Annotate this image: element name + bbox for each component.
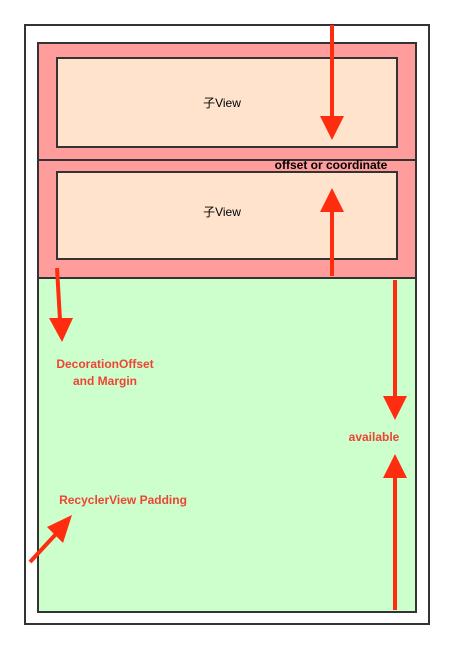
available-label: available: [349, 430, 400, 444]
child-view-1: [56, 57, 398, 148]
child-view-2: [56, 171, 398, 260]
recyclerview-padding-label: RecyclerView Padding: [59, 493, 187, 507]
decoration-margin-label: and Margin: [73, 374, 137, 388]
offset-label: offset or coordinate: [275, 158, 388, 172]
available-arrow-up: [383, 454, 407, 610]
offset-arrow-down: [320, 25, 344, 140]
child-view-1-label: 子View: [203, 96, 241, 110]
decoration-arrow-down: [49, 267, 73, 342]
offset-arrow-up: [320, 188, 344, 276]
decoration-offset-label: DecorationOffset: [56, 357, 153, 371]
child-view-2-label: 子View: [203, 205, 241, 219]
padding-arrow: [28, 515, 72, 564]
available-arrow-down: [383, 280, 407, 420]
